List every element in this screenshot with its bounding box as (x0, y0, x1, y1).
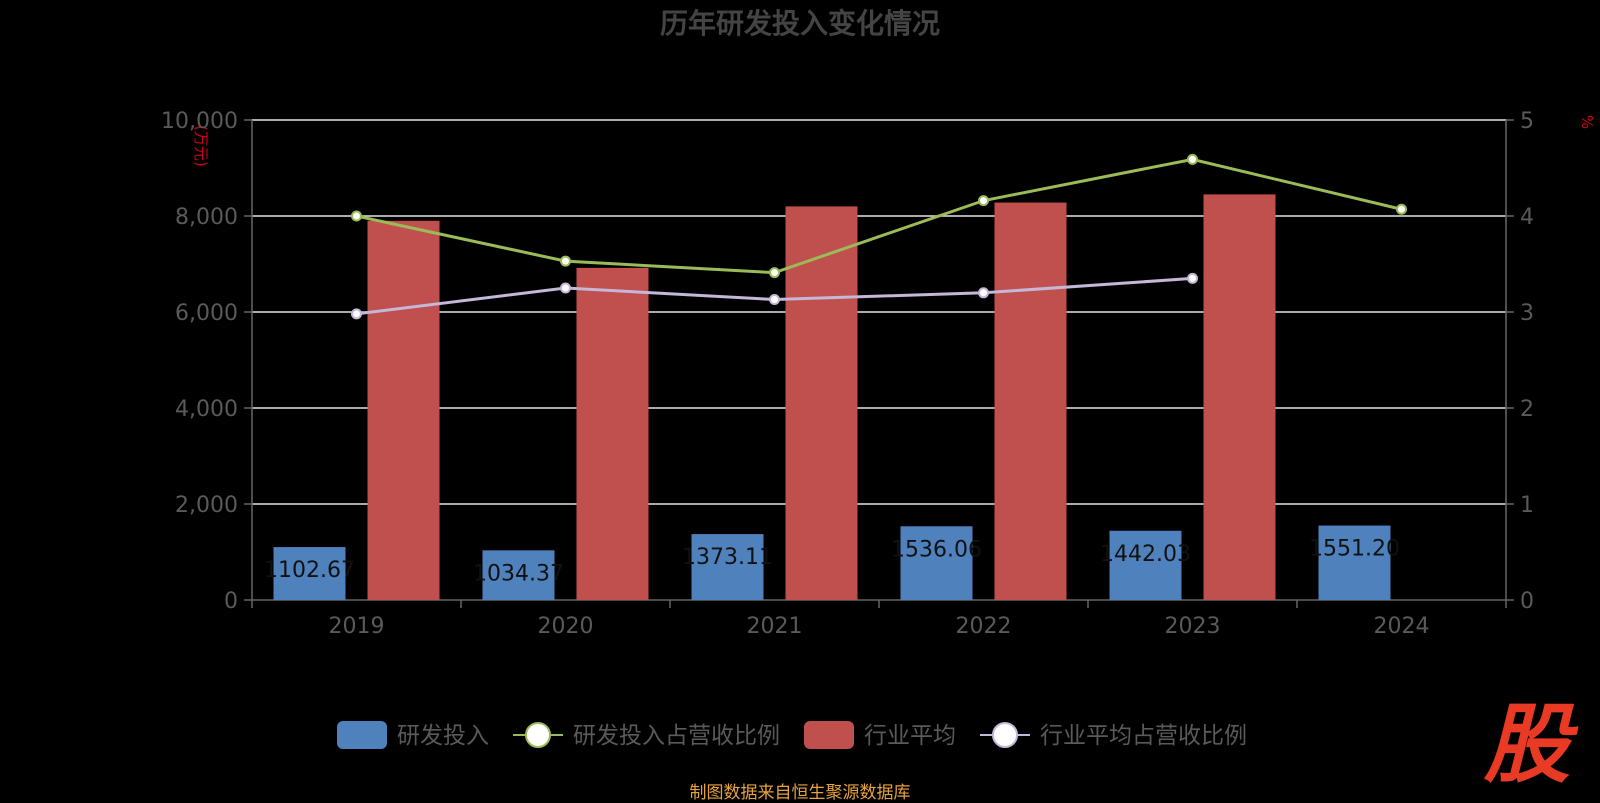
legend-item[interactable]: 行业平均占营收比例 (980, 722, 1247, 749)
point-研发投入占营收比例 (978, 195, 989, 207)
left-tick-label: 0 (224, 589, 238, 614)
right-axis-unit: % (1578, 115, 1596, 129)
bar-行业平均 (994, 202, 1067, 600)
legend-label: 研发投入 (397, 723, 489, 749)
legend[interactable]: 研发投入 研发投入占营收比例 行业平均 行业平均占营收比例 (337, 721, 1247, 749)
brand-logo: 股 (1484, 695, 1570, 795)
right-tick-label: 2 (1520, 397, 1534, 422)
bar-研发投入 (482, 550, 555, 600)
bars (273, 194, 1391, 601)
legend-label: 行业平均 (864, 723, 956, 749)
bar-value-label: 1102.67 (264, 558, 355, 583)
point-研发投入占营收比例 (1396, 203, 1407, 215)
right-tick-label: 4 (1520, 205, 1534, 230)
legend-swatch (804, 721, 854, 749)
bar-研发投入 (1109, 530, 1182, 600)
bar-研发投入 (273, 547, 346, 600)
bar-value-label: 1373.11 (682, 545, 773, 570)
x-tick-label: 2020 (538, 614, 594, 639)
right-tick-label: 0 (1520, 589, 1534, 614)
legend-label: 研发投入占营收比例 (573, 723, 780, 749)
point-行业平均占营收比例 (769, 294, 780, 306)
line-研发投入占营收比例 (356, 157, 1402, 275)
data-labels: 1102.67 1034.37 1373.11 1536.06 1442.03 1551.… (264, 537, 1400, 587)
source-note: 制图数据来自恒生聚源数据库 (689, 783, 911, 803)
left-tick-label: 10,000 (161, 109, 238, 134)
right-tick-label: 5 (1520, 109, 1534, 134)
legend-label: 行业平均占营收比例 (1040, 723, 1247, 749)
legend-item[interactable]: 研发投入 (337, 721, 489, 749)
left-tick-label: 6,000 (175, 301, 238, 326)
point-研发投入占营收比例 (769, 267, 780, 279)
bar-行业平均 (1203, 194, 1276, 600)
bar-行业平均 (785, 206, 858, 600)
legend-marker (992, 722, 1018, 748)
point-行业平均占营收比例 (351, 308, 362, 320)
bar-value-label: 1034.37 (473, 561, 564, 586)
bar-行业平均 (367, 220, 440, 601)
legend-item[interactable]: 行业平均 (804, 721, 956, 749)
x-tick-label: 2019 (329, 614, 385, 639)
right-tick-label: 3 (1520, 301, 1534, 326)
bar-研发投入 (691, 534, 764, 600)
lines (351, 153, 1407, 320)
legend-item[interactable]: 研发投入占营收比例 (513, 722, 780, 749)
x-tick-label: 2023 (1165, 614, 1221, 639)
chart-title: 历年研发投入变化情况 (660, 7, 940, 40)
point-行业平均占营收比例 (1187, 272, 1198, 284)
left-tick-label: 8,000 (175, 205, 238, 230)
point-研发投入占营收比例 (560, 255, 571, 267)
point-研发投入占营收比例 (1187, 153, 1198, 165)
bar-value-label: 1442.03 (1100, 542, 1191, 567)
legend-marker (525, 722, 551, 748)
bar-value-label: 1536.06 (891, 537, 982, 562)
bar-研发投入 (900, 526, 973, 600)
x-tick-label: 2021 (747, 614, 803, 639)
bar-行业平均 (576, 267, 649, 600)
left-tick-label: 2,000 (175, 493, 238, 518)
left-axis-unit: (万元) (192, 125, 210, 167)
x-tick-label: 2024 (1374, 614, 1430, 639)
point-行业平均占营收比例 (560, 282, 571, 294)
bar-value-label: 1551.20 (1309, 537, 1400, 562)
x-tick-label: 2022 (956, 614, 1012, 639)
bar-研发投入 (1318, 525, 1391, 600)
legend-swatch (337, 721, 387, 749)
right-tick-label: 1 (1520, 493, 1534, 518)
point-行业平均占营收比例 (978, 287, 989, 299)
axes: 0 0 2,000 1 4,000 2 6,000 3 8,000 4 10,000 5 2019 202… (161, 109, 1534, 639)
point-研发投入占营收比例 (351, 210, 362, 222)
left-tick-label: 4,000 (175, 397, 238, 422)
grid-lines (252, 119, 1506, 505)
